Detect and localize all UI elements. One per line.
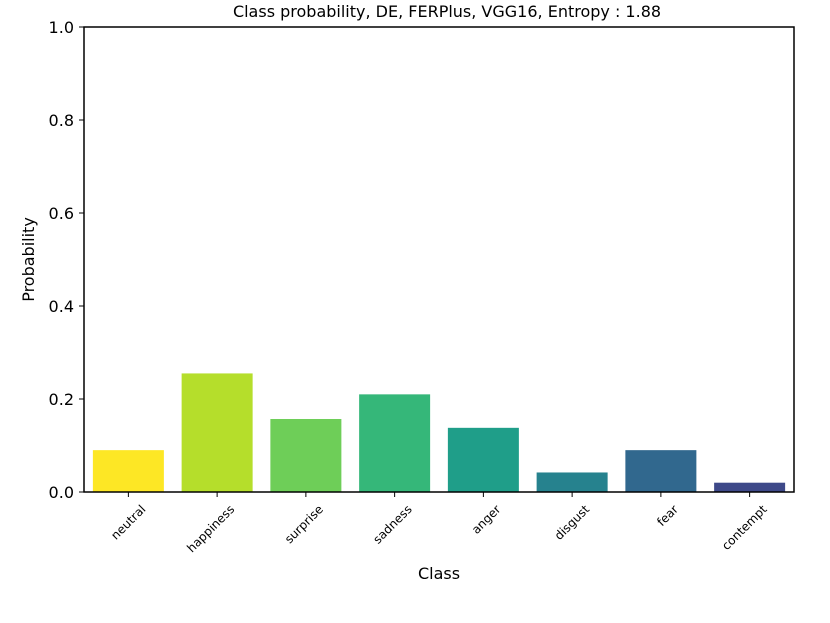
y-tick-label: 0.4: [49, 297, 74, 316]
bar-contempt: [714, 482, 786, 492]
x-tick-label: disgust: [552, 502, 593, 543]
x-tick-label: happiness: [184, 502, 237, 555]
bar-neutral: [92, 450, 164, 492]
x-tick-label: contempt: [719, 502, 770, 553]
bar-sadness: [359, 394, 431, 492]
x-tick-label: fear: [654, 502, 681, 529]
x-tick-label: surprise: [282, 502, 326, 546]
y-tick-label: 1.0: [49, 18, 74, 37]
bar-anger: [447, 427, 519, 492]
x-tick-label: sadness: [370, 502, 414, 546]
bar-surprise: [270, 418, 342, 492]
chart-title: Class probability, DE, FERPlus, VGG16, E…: [233, 2, 661, 21]
bar-happiness: [181, 373, 253, 492]
y-tick-label: 0.0: [49, 483, 74, 502]
x-axis-label: Class: [418, 564, 460, 583]
bars-group: [92, 373, 786, 492]
x-axis: neutral happiness surprise sadness anger disg…: [108, 492, 770, 555]
y-axis-label: Probability: [19, 217, 38, 302]
bar-fear: [625, 450, 697, 492]
plot-frame: [83, 26, 795, 493]
y-tick-label: 0.8: [49, 111, 74, 130]
y-axis: 0.0 0.2 0.4 0.6 0.8 1.0: [49, 18, 84, 502]
y-tick-label: 0.6: [49, 204, 74, 223]
x-tick-label: neutral: [108, 502, 148, 542]
y-tick-label: 0.2: [49, 390, 74, 409]
x-tick-label: anger: [469, 502, 504, 537]
bar-disgust: [536, 472, 608, 492]
